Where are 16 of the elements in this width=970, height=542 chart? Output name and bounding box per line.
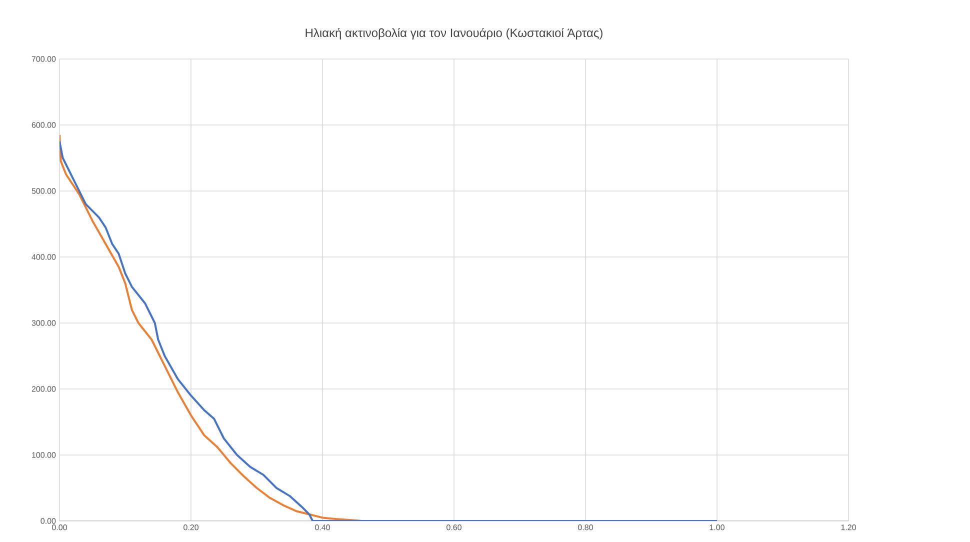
y-tick-label: 200.00 (32, 386, 56, 392)
x-tick-label: 0.00 (52, 524, 67, 530)
x-tick-label: 0.40 (315, 524, 330, 530)
x-tick-label: 0.60 (446, 524, 462, 530)
x-tick-label: 1.20 (841, 524, 856, 530)
x-tick-label: 0.80 (578, 524, 593, 530)
chart-title: Ηλιακή ακτινοβολία για τον Ιανουάριο (Κωστακιοί Άρτας) (306, 28, 602, 40)
y-tick-label: 500.00 (32, 188, 56, 194)
y-tick-label: 300.00 (32, 320, 56, 326)
y-tick-label: 100.00 (32, 452, 56, 458)
x-tick-label: 0.20 (184, 524, 198, 530)
x-tick-label: 1.00 (710, 524, 724, 530)
y-tick-label: 600.00 (32, 122, 56, 128)
y-tick-label: 700.00 (32, 56, 56, 62)
y-tick-label: 0.00 (40, 518, 56, 524)
y-tick-label: 400.00 (32, 254, 56, 260)
